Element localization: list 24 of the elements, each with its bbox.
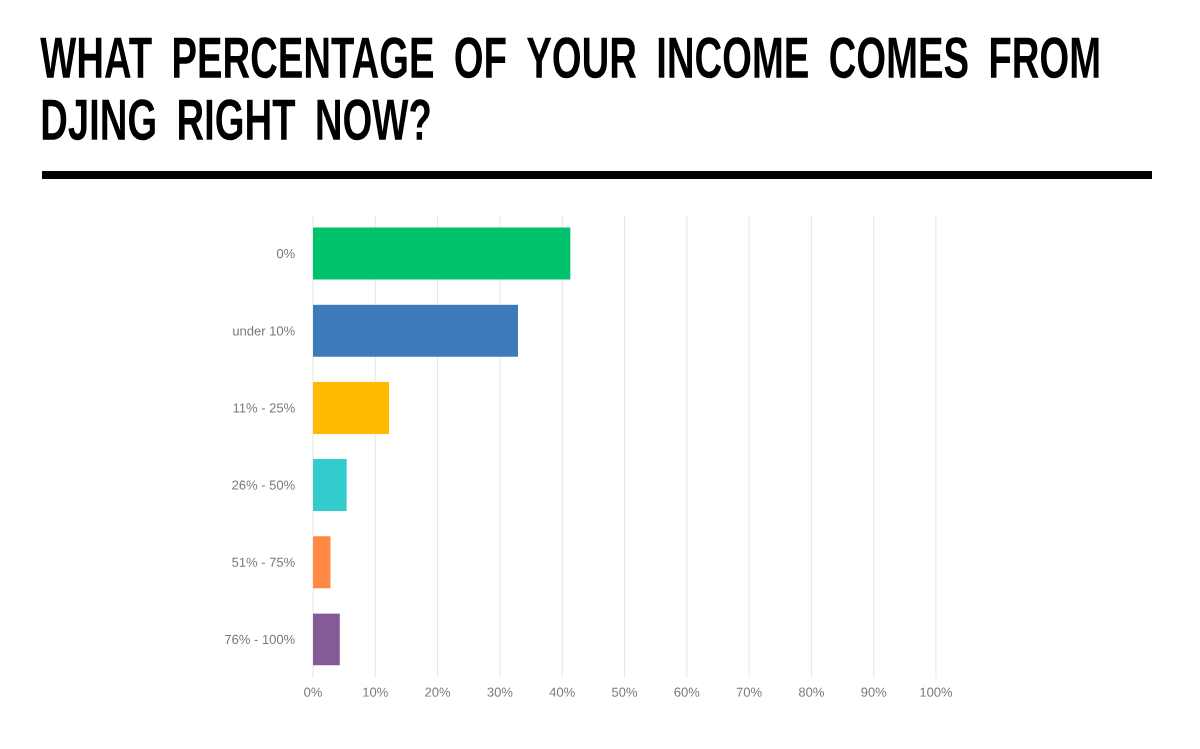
- bar: [313, 227, 571, 280]
- y-tick-label: 26% - 50%: [232, 480, 295, 490]
- x-tick-label: 40%: [549, 687, 575, 697]
- bar: [313, 613, 340, 666]
- x-tick-label: 20%: [425, 687, 451, 697]
- y-tick-label: 11% - 25%: [233, 403, 295, 413]
- bar: [313, 381, 390, 434]
- x-tick-label: 70%: [736, 687, 762, 697]
- y-tick-label: 76% - 100%: [225, 634, 295, 645]
- x-tick-label: 80%: [798, 687, 824, 697]
- y-tick-label: under 10%: [233, 325, 295, 336]
- y-tick-label: 51% - 75%: [232, 557, 295, 567]
- bar: [313, 304, 518, 357]
- x-tick-label: 90%: [861, 687, 887, 697]
- x-tick-label: 0%: [304, 687, 322, 697]
- bar: [313, 536, 331, 589]
- x-tick-label: 60%: [674, 687, 700, 697]
- x-tick-label: 10%: [363, 687, 388, 697]
- bar: [313, 459, 347, 512]
- x-tick-label: 100%: [920, 687, 953, 697]
- x-tick-label: 50%: [612, 687, 638, 697]
- y-tick-label: 0%: [276, 248, 295, 259]
- chart-title: WHAT PERCENTAGE OF YOUR INCOME COMES FROM DJING RIGHT NOW?: [40, 37, 1099, 141]
- x-tick-label: 30%: [487, 687, 513, 697]
